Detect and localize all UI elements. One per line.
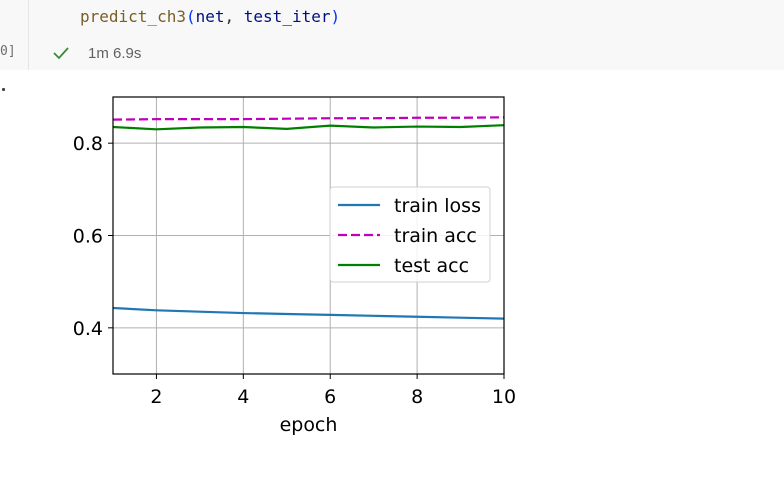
code-open-paren: ( — [185, 7, 196, 26]
x-tick-label: 6 — [324, 386, 336, 408]
y-tick-label: 0.4 — [73, 318, 103, 340]
cell-gutter: 0] — [0, 0, 29, 70]
legend-label: test acc — [394, 255, 469, 277]
code-arg-separator: , — [224, 7, 244, 26]
code-close-paren: ) — [330, 7, 341, 26]
x-tick-label: 8 — [411, 386, 423, 408]
code-cell[interactable]: 0] predict_ch3(net, test_iter) 1m 6.9s — [0, 0, 784, 70]
legend-label: train acc — [394, 225, 477, 247]
x-tick-label: 10 — [492, 386, 516, 408]
execution-status: 1m 6.9s — [52, 42, 141, 64]
code-arg-test-iter: test_iter — [243, 7, 331, 26]
execution-count: 0] — [0, 44, 16, 59]
code-function-name: predict_ch3 — [80, 7, 186, 26]
code-line[interactable]: predict_ch3(net, test_iter) — [80, 6, 340, 28]
legend-box — [329, 186, 491, 283]
legend: train loss train acc test acc — [329, 186, 491, 283]
x-tick-label: 4 — [237, 386, 249, 408]
y-tick-label: 0.6 — [73, 226, 103, 248]
y-tick-label: 0.8 — [73, 133, 103, 155]
check-icon — [53, 47, 69, 60]
legend-label: train loss — [394, 195, 481, 217]
execution-time: 1m 6.9s — [88, 44, 142, 62]
series-line-train-loss — [112, 306, 505, 320]
x-tick-label: 2 — [150, 386, 162, 408]
series-line-train-acc — [112, 116, 505, 121]
series-line-test-acc — [112, 124, 505, 131]
code-arg-net: net — [195, 7, 225, 26]
output-marker — [2, 88, 5, 91]
x-axis-label: epoch — [280, 414, 338, 436]
